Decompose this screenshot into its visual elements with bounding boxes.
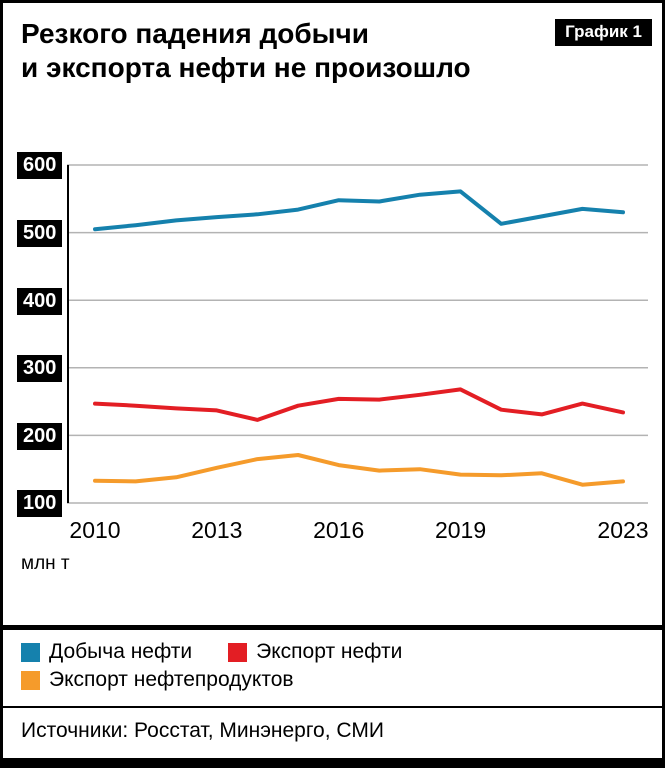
legend-label: Экспорт нефтепродуктов <box>49 668 294 692</box>
y-tick-label: 500 <box>17 219 63 247</box>
legend-swatch-icon <box>21 642 40 662</box>
series-line-2 <box>93 453 625 488</box>
chart-header: Резкого падения добычи и экспорта нефти … <box>3 3 662 85</box>
y-tick-label: 400 <box>17 287 63 315</box>
x-tick-label: 2023 <box>597 517 649 544</box>
legend-item-2: Экспорт нефтепродуктов <box>21 668 644 692</box>
chart-title-line1: Резкого падения добычи <box>21 18 370 49</box>
y-tick-label: 300 <box>17 355 63 383</box>
source-divider <box>3 706 662 709</box>
x-tick-label: 2010 <box>69 517 121 544</box>
line-chart: 600 500 400 300 200 100 2010 2013 2016 2019 2023 <box>17 135 649 547</box>
x-tick-label: 2013 <box>191 517 243 544</box>
series-line-1 <box>93 387 625 423</box>
chart-legend: Добыча нефти Экспорт нефти Экспорт нефтепр… <box>3 630 662 700</box>
y-tick-label: 100 <box>17 490 63 518</box>
chart-title: Резкого падения добычи и экспорта нефти … <box>21 17 471 85</box>
axis-unit-label: млн т <box>21 553 70 575</box>
legend-swatch-icon <box>21 670 40 690</box>
legend-item-0: Добыча нефти <box>21 640 192 664</box>
legend-item-1: Экспорт нефти <box>228 640 402 664</box>
legend-label: Экспорт нефти <box>256 640 403 664</box>
y-tick-label: 200 <box>17 422 63 450</box>
line-chart-plot <box>67 164 648 505</box>
chart-number-badge: График 1 <box>555 19 652 46</box>
legend-swatch-icon <box>228 642 248 662</box>
legend-label: Добыча нефти <box>49 640 193 664</box>
series-line-0 <box>93 189 625 232</box>
legend-divider <box>3 625 662 631</box>
x-tick-label: 2016 <box>313 517 365 544</box>
y-tick-label: 600 <box>17 152 63 180</box>
chart-title-line2: и экспорта нефти не произошло <box>21 52 471 84</box>
source-note: Источники: Росстат, Минэнерго, СМИ <box>21 719 384 743</box>
x-tick-label: 2019 <box>434 517 487 544</box>
